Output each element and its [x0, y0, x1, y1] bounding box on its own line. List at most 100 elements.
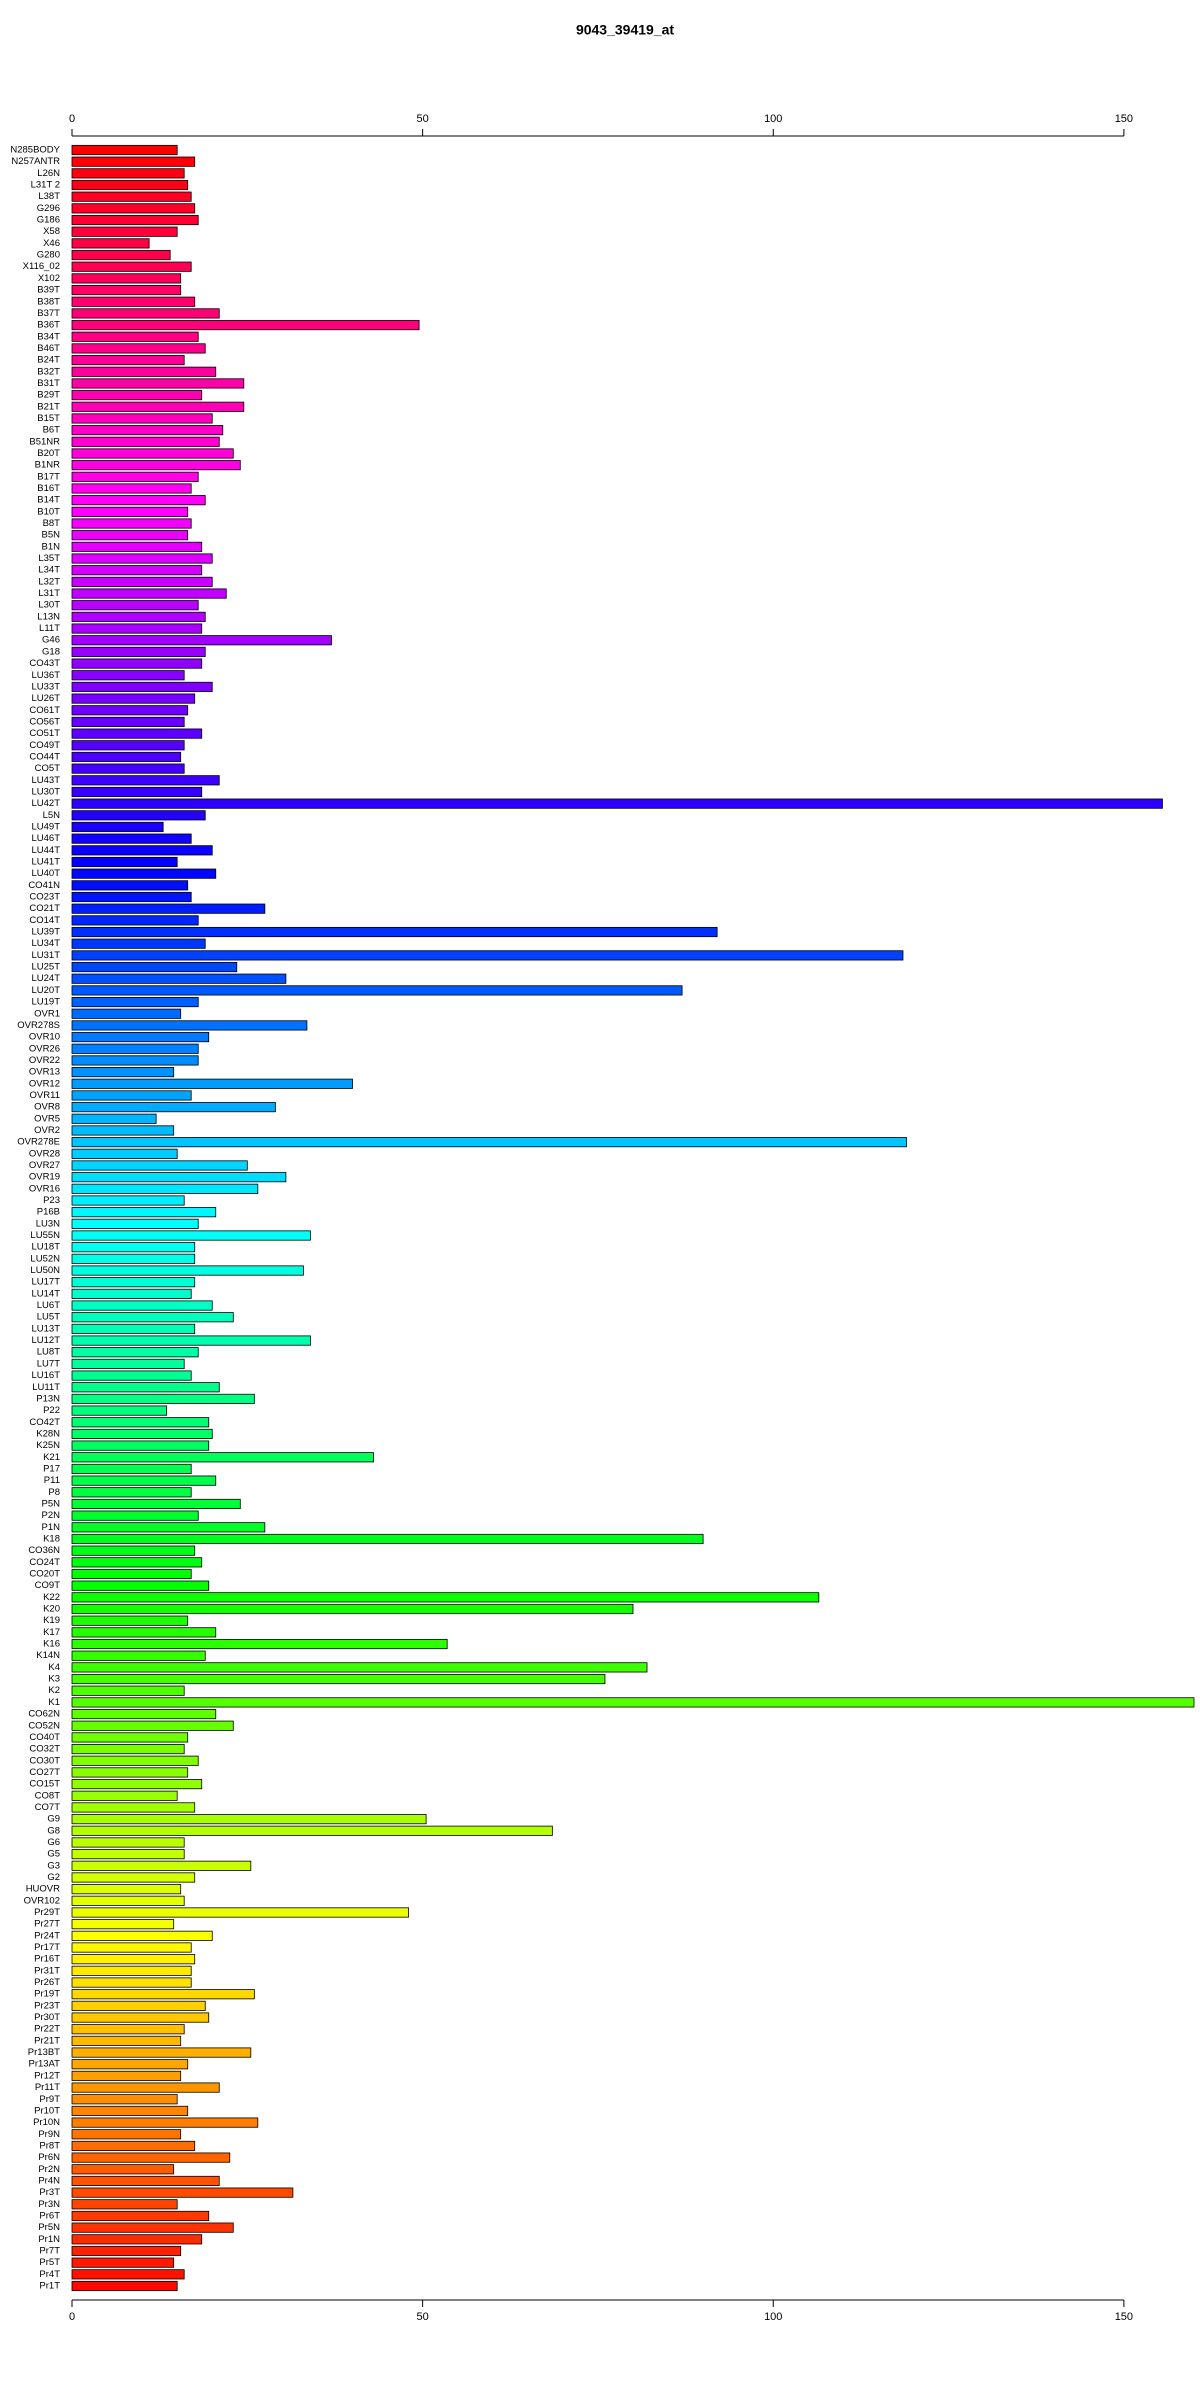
bar [71, 985, 683, 996]
bar [71, 1837, 185, 1848]
y-tick-label: LU44T [31, 845, 60, 856]
y-tick-label: OVR2 [34, 1125, 60, 1136]
y-tick-label: L31T [38, 588, 60, 599]
y-tick-label: Pr17T [34, 1942, 60, 1953]
bar [71, 1370, 192, 1381]
y-tick-label: G280 [37, 250, 60, 261]
bar [71, 1335, 311, 1346]
bar [71, 401, 245, 412]
bar [71, 1428, 213, 1440]
x-tick-label: 0 [69, 113, 75, 125]
y-tick-label: OVR278S [17, 1020, 60, 1031]
y-tick-label: B16T [37, 483, 60, 494]
y-tick-label: L38T [38, 191, 60, 202]
y-tick-label: OVR12 [29, 1078, 60, 1089]
bar [71, 938, 206, 949]
bar [71, 1125, 175, 1136]
y-tick-label: L32T [38, 576, 60, 587]
bar [71, 658, 203, 669]
y-tick-label: OVR16 [29, 1183, 60, 1194]
x-tick-label: 150 [1115, 113, 1133, 125]
y-tick-label: L35T [38, 553, 60, 564]
y-tick-label: LU19T [31, 997, 60, 1008]
bar [71, 1440, 210, 1451]
y-tick-label: Pr10T [34, 2105, 60, 2116]
y-tick-label: B8T [43, 518, 61, 529]
bar [71, 1977, 192, 1988]
y-tick-label: Pr27T [34, 1919, 60, 1930]
y-tick-label: G2 [47, 1872, 60, 1883]
y-tick-label: CO23T [29, 892, 60, 903]
y-tick-label: Pr6T [39, 2210, 60, 2221]
y-tick-label: B34T [37, 331, 60, 342]
y-tick-label: LU7T [37, 1358, 60, 1369]
y-tick-label: Pr11T [35, 2082, 60, 2093]
y-tick-label: CO24T [29, 1557, 60, 1568]
y-tick-label: CO9T [35, 1580, 61, 1591]
y-tick-label: LU5T [37, 1312, 60, 1323]
y-tick-label: G8 [47, 1825, 60, 1836]
y-tick-label: P22 [43, 1405, 60, 1416]
bar [71, 2000, 206, 2011]
y-tick-label: LU46T [31, 833, 60, 844]
bar [71, 646, 206, 657]
bar [71, 950, 904, 961]
bar [71, 1323, 196, 1334]
y-tick-label: Pr19T [34, 1989, 60, 2000]
y-tick-label: B1N [42, 541, 61, 552]
bar [71, 1884, 182, 1895]
bar [71, 2117, 259, 2128]
bar [71, 495, 206, 506]
y-tick-label: B21T [37, 401, 60, 412]
bar [71, 2210, 210, 2222]
x-tick-label: 150 [1115, 2311, 1133, 2323]
bar [71, 1790, 178, 1801]
y-tick-label: G296 [37, 203, 60, 214]
bar [71, 740, 185, 751]
y-tick-label: LU36T [31, 670, 60, 681]
y-tick-label: CO15T [29, 1779, 60, 1790]
bar [71, 1463, 192, 1475]
bar [71, 1849, 185, 1860]
y-tick-label: OVR27 [29, 1160, 60, 1171]
chart-title: 9043_39419_at [576, 22, 674, 38]
y-tick-label: P23 [43, 1195, 60, 1206]
y-tick-label: B1NR [35, 460, 60, 471]
bar [71, 2199, 178, 2210]
y-tick-label: CO7T [35, 1802, 61, 1813]
y-tick-label: LU25T [31, 962, 60, 973]
bar [71, 1779, 203, 1790]
y-tick-label: P8 [48, 1487, 60, 1498]
bar [71, 1673, 606, 1685]
y-tick-label: Pr9T [39, 2094, 60, 2105]
y-tick-label: Pr3N [38, 2199, 60, 2210]
bar [71, 623, 203, 634]
y-tick-label: Pr3T [39, 2187, 60, 2198]
y-tick-label: B36T [37, 320, 60, 331]
y-tick-label: OVR102 [24, 1895, 60, 1906]
bar [71, 2094, 178, 2105]
y-tick-label: N285BODY [10, 145, 60, 156]
bar [71, 1032, 210, 1043]
y-tick-label: K25N [36, 1440, 60, 1451]
bar [71, 2280, 178, 2292]
bar [71, 833, 192, 844]
y-tick-label: Pr22T [34, 2024, 60, 2035]
y-tick-label: LU24T [31, 973, 60, 984]
y-tick-label: CO62N [28, 1709, 60, 1720]
bar [71, 2129, 182, 2140]
bar [71, 1312, 234, 1323]
y-tick-label: CO42T [29, 1417, 60, 1428]
bar [71, 1137, 907, 1148]
bar [71, 775, 220, 786]
bar [71, 553, 213, 564]
bar [71, 355, 185, 366]
y-tick-label: LU33T [31, 681, 60, 692]
y-tick-label: LU39T [31, 927, 60, 938]
bar [71, 588, 227, 599]
y-tick-label: L31T 2 [31, 180, 60, 191]
bar [71, 1113, 157, 1124]
y-tick-label: LU50N [30, 1265, 60, 1276]
bar [71, 1300, 213, 1311]
bar [71, 1907, 410, 1918]
